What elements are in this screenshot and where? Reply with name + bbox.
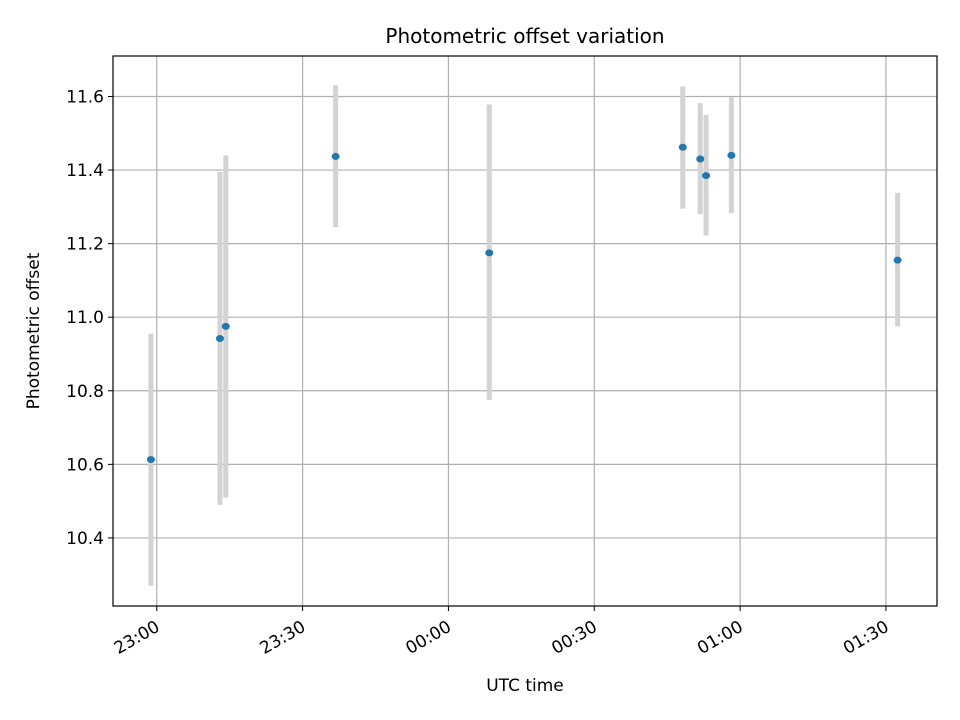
x-tick-label: 00:00 bbox=[402, 617, 454, 659]
y-axis-label: Photometric offset bbox=[24, 252, 44, 409]
y-tick-label: 10.4 bbox=[66, 529, 104, 549]
data-point bbox=[696, 155, 705, 163]
data-points bbox=[146, 143, 902, 464]
x-tick-label: 00:30 bbox=[548, 617, 600, 659]
data-point bbox=[331, 152, 340, 160]
y-axis-ticks: 10.4 10.6 10.8 11.0 11.2 11.4 11.6 bbox=[66, 87, 113, 549]
y-tick-label: 11.6 bbox=[66, 87, 104, 107]
x-tick-label: 01:30 bbox=[840, 617, 892, 659]
y-tick-label: 10.6 bbox=[66, 455, 104, 475]
chart-title: Photometric offset variation bbox=[385, 24, 664, 48]
x-axis-ticks: 23:00 23:30 00:00 00:30 01:00 01:30 bbox=[111, 606, 892, 659]
data-point bbox=[221, 322, 230, 330]
y-tick-label: 11.4 bbox=[66, 161, 104, 181]
data-point bbox=[146, 456, 155, 464]
data-point bbox=[727, 151, 736, 159]
x-axis-label: UTC time bbox=[486, 676, 564, 696]
x-tick-label: 23:30 bbox=[257, 617, 309, 659]
data-point bbox=[893, 256, 902, 264]
data-point bbox=[702, 172, 711, 180]
y-tick-label: 11.2 bbox=[66, 235, 104, 255]
data-point bbox=[678, 143, 687, 151]
plot-frame bbox=[112, 55, 938, 607]
y-tick-label: 10.8 bbox=[66, 382, 104, 402]
grid bbox=[113, 56, 937, 606]
data-point bbox=[215, 335, 224, 343]
y-tick-label: 11.0 bbox=[66, 308, 104, 328]
x-tick-label: 01:00 bbox=[694, 617, 746, 659]
x-tick-label: 23:00 bbox=[111, 617, 163, 659]
error-bars bbox=[148, 85, 901, 586]
data-point bbox=[485, 249, 494, 257]
